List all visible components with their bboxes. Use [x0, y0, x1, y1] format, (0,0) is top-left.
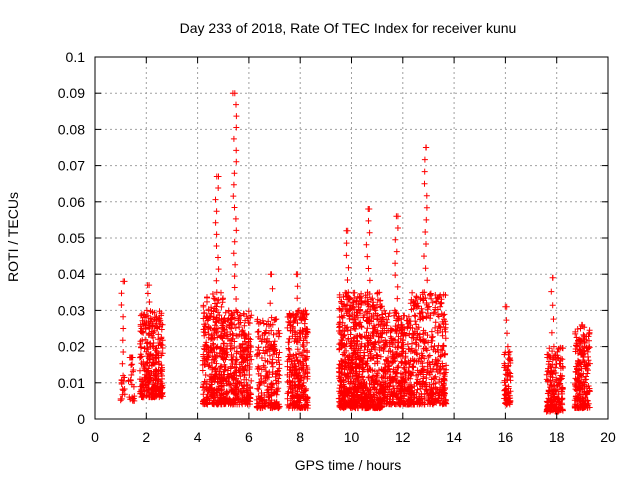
x-tick-label: 10	[344, 429, 360, 445]
x-tick-label: 20	[600, 429, 616, 445]
y-tick-label: 0.04	[58, 266, 85, 282]
x-axis-label: GPS time / hours	[295, 457, 402, 473]
x-tick-label: 12	[395, 429, 411, 445]
chart-title: Day 233 of 2018, Rate Of TEC Index for r…	[180, 20, 517, 36]
x-tick-label: 6	[245, 429, 253, 445]
y-tick-label: 0.1	[66, 49, 86, 65]
y-tick-label: 0.05	[58, 230, 85, 246]
x-tick-label: 18	[549, 429, 565, 445]
x-tick-label: 16	[498, 429, 514, 445]
y-axis-label: ROTI / TECUs	[5, 192, 21, 282]
y-tick-labels: 0 0.01 0.02 0.03 0.04 0.05 0.06 0.07 0.08 0.09 0.1	[58, 49, 85, 427]
x-tick-label: 14	[446, 429, 462, 445]
x-tick-label: 2	[142, 429, 150, 445]
x-tick-label: 8	[296, 429, 304, 445]
y-tick-label: 0.09	[58, 85, 85, 101]
y-tick-label: 0.08	[58, 121, 85, 137]
x-tick-label: 4	[194, 429, 202, 445]
y-tick-label: 0.07	[58, 158, 85, 174]
data-points	[117, 90, 593, 415]
axis-ticks	[94, 56, 609, 420]
y-tick-label: 0	[77, 411, 85, 427]
y-tick-label: 0.01	[58, 375, 85, 391]
x-tick-label: 0	[91, 429, 99, 445]
y-tick-label: 0.06	[58, 194, 85, 210]
x-tick-labels: 0 2 4 6 8 10 12 14 16 18 20	[91, 429, 616, 445]
roti-point-markers	[117, 90, 593, 415]
y-tick-label: 0.02	[58, 339, 85, 355]
y-tick-label: 0.03	[58, 302, 85, 318]
